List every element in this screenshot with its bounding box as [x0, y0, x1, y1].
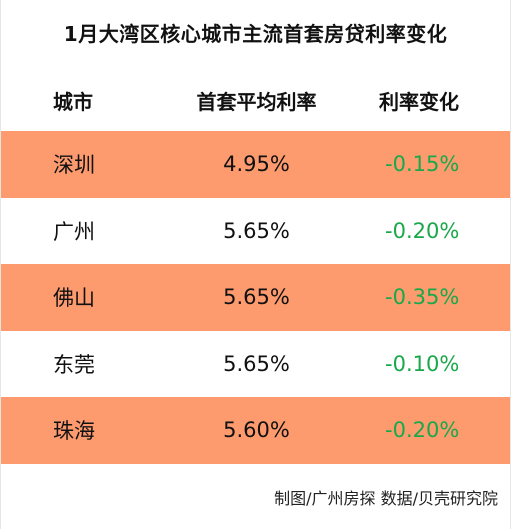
rate-cell: 5.65%: [223, 351, 290, 376]
change-cell: -0.20%: [385, 418, 460, 443]
table-row: 佛山 5.65% -0.35%: [1, 264, 510, 331]
table-row: 深圳 4.95% -0.15%: [1, 131, 510, 198]
city-cell: 广州: [53, 219, 95, 244]
page-title: 1月大湾区核心城市主流首套房贷利率变化: [63, 22, 448, 46]
city-cell: 东莞: [53, 352, 95, 377]
table-header: 城市 首套平均利率 利率变化: [1, 72, 510, 128]
table-row: 珠海 5.60% -0.20%: [1, 397, 510, 464]
change-cell: -0.35%: [385, 285, 460, 310]
city-cell: 深圳: [53, 153, 95, 178]
rate-cell: 5.65%: [223, 218, 290, 243]
table-row: 广州 5.65% -0.20%: [1, 198, 510, 265]
rate-cell: 5.65%: [223, 285, 290, 310]
header-change: 利率变化: [379, 89, 459, 114]
change-cell: -0.20%: [385, 218, 460, 243]
source-credit: 制图/广州房探 数据/贝壳研究院: [274, 489, 498, 508]
table-body: 深圳 4.95% -0.15% 广州 5.65% -0.20% 佛山 5.65%…: [1, 131, 510, 464]
header-city: 城市: [53, 89, 93, 114]
rate-cell: 4.95%: [223, 152, 290, 177]
city-cell: 佛山: [53, 286, 95, 311]
header-rate: 首套平均利率: [196, 89, 317, 114]
change-cell: -0.15%: [385, 152, 460, 177]
city-cell: 珠海: [53, 419, 95, 444]
change-cell: -0.10%: [385, 351, 460, 376]
table-row: 东莞 5.65% -0.10%: [1, 331, 510, 398]
rate-cell: 5.60%: [223, 418, 290, 443]
